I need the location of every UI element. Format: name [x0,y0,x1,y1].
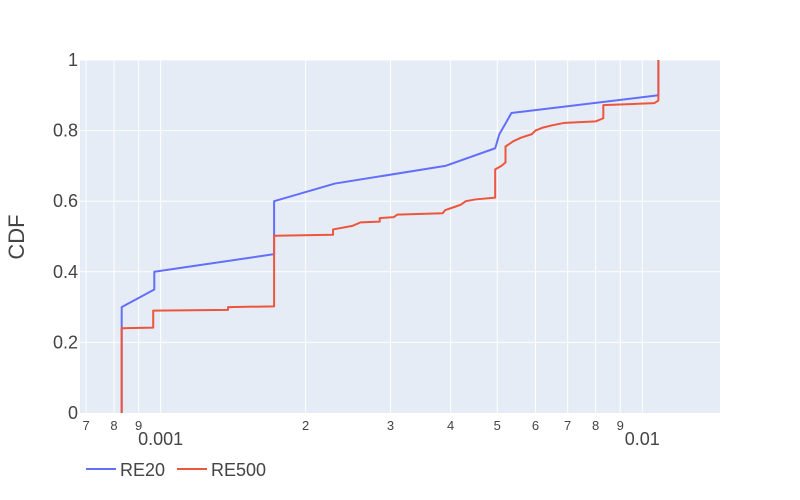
x-major-tick-label: 0.001 [138,429,183,449]
y-tick-label: 1 [68,50,78,70]
y-tick-label: 0.2 [53,332,78,352]
y-tick-label: 0.6 [53,191,78,211]
x-minor-tick-label: 9 [135,418,142,433]
legend-item-re20[interactable]: RE20 [86,460,165,480]
x-minor-tick-label: 7 [564,418,571,433]
series-lines [120,60,660,413]
x-major-tick-label: 0.01 [625,429,660,449]
x-minor-tick-label: 5 [494,418,501,433]
y-axis-title: CDF [4,214,29,259]
y-tick-labels: 0 0.2 0.4 0.6 0.8 1 [53,50,78,423]
x-minor-tick-label: 9 [617,418,624,433]
x-tick-labels: 7 8 9 2 3 4 5 6 7 8 90.001 0.01 [82,418,659,449]
x-minor-tick-label: 6 [532,418,539,433]
series-line-re20 [120,60,660,413]
x-minor-tick-label: 3 [387,418,394,433]
x-minor-tick-label: 7 [82,418,89,433]
legend-label: RE20 [120,460,165,480]
y-tick-label: 0.4 [53,262,78,282]
series-line-re500 [120,60,660,413]
x-minor-tick-label: 8 [110,418,117,433]
legend-label: RE500 [211,460,266,480]
y-tick-label: 0.8 [53,121,78,141]
x-minor-tick-label: 2 [302,418,309,433]
legend[interactable]: RE20 RE500 [86,460,266,480]
grid-lines [80,59,720,413]
legend-item-re500[interactable]: RE500 [177,460,266,480]
plot-background [80,60,720,413]
y-tick-label: 0 [68,403,78,423]
x-minor-tick-label: 8 [592,418,599,433]
x-minor-tick-label: 4 [447,418,454,433]
